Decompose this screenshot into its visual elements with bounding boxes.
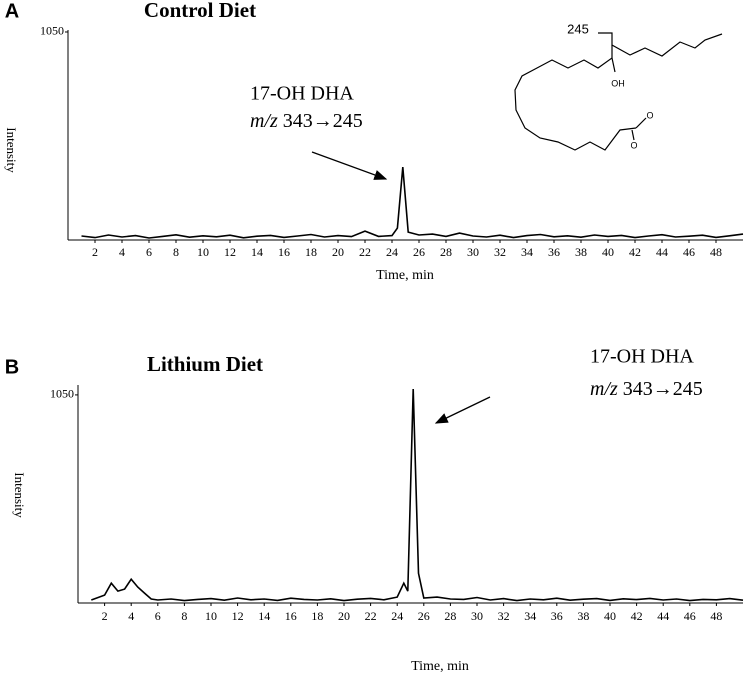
x-tick-label: 24 [391,609,403,623]
x-tick-label: 22 [365,609,377,623]
x-tick-label: 24 [386,245,398,259]
annotation-value: 343→245 [623,378,703,400]
annotation-mz: m/z [250,110,278,132]
y-tick-label: 1050 [40,24,64,38]
x-tick-label: 16 [278,245,290,259]
x-tick-label: 14 [251,245,263,259]
annotation-arrow [434,396,491,424]
x-tick-label: 32 [498,609,510,623]
x-tick-label: 38 [577,609,589,623]
y-axis-label: Intensity [12,472,27,518]
x-tick-label: 28 [440,245,452,259]
panel-label: A [5,0,19,22]
structure-label: OH [611,78,625,88]
x-tick-label: 48 [710,245,722,259]
structure-label: O [646,110,653,120]
structure-label: O [630,140,637,150]
x-axis-label: Time, min [411,659,469,674]
chromatogram-trace [91,388,744,602]
x-tick-label: 14 [258,609,270,623]
x-tick-label: 34 [524,609,536,623]
annotation-label: 17-OH DHA [250,83,354,105]
x-tick-label: 48 [710,609,722,623]
x-tick-label: 16 [285,609,297,623]
annotation-arrow [311,151,388,180]
x-tick-label: 42 [629,245,641,259]
x-tick-label: 12 [232,609,244,623]
x-tick-label: 8 [181,609,187,623]
x-tick-label: 36 [551,609,563,623]
x-tick-label: 6 [155,609,161,623]
x-axis-label: Time, min [376,268,434,283]
x-tick-label: 32 [494,245,506,259]
x-tick-label: 40 [604,609,616,623]
x-tick-label: 36 [548,245,560,259]
x-tick-label: 8 [173,245,179,259]
x-tick-label: 10 [197,245,209,259]
x-tick-label: 30 [467,245,479,259]
x-tick-label: 42 [631,609,643,623]
x-tick-label: 46 [683,245,695,259]
x-tick-label: 44 [657,609,669,623]
x-tick-label: 46 [684,609,696,623]
x-tick-label: 40 [602,245,614,259]
y-axis-label: Intensity [4,127,19,173]
x-tick-label: 38 [575,245,587,259]
x-tick-label: 4 [128,609,134,623]
annotation-transition: m/z 343→245 [590,378,703,400]
chromatogram-trace [81,167,744,239]
structure-label: 245 [567,21,589,36]
x-tick-label: 12 [224,245,236,259]
structure [514,32,723,151]
annotation-mz: m/z [590,378,618,400]
x-tick-label: 2 [92,245,98,259]
x-tick-label: 18 [311,609,323,623]
x-tick-label: 30 [471,609,483,623]
x-tick-label: 20 [332,245,344,259]
x-tick-label: 26 [418,609,430,623]
panel-label: B [5,356,19,378]
x-tick-label: 26 [413,245,425,259]
x-tick-label: 4 [119,245,125,259]
x-tick-label: 28 [444,609,456,623]
panel-title: Control Diet [144,0,256,22]
x-tick-label: 34 [521,245,533,259]
annotation-transition: m/z 343→245 [250,110,363,132]
y-tick-label: 1050 [50,387,74,401]
x-tick-label: 22 [359,245,371,259]
x-tick-label: 44 [656,245,668,259]
x-tick-label: 18 [305,245,317,259]
x-tick-label: 20 [338,609,350,623]
annotation-label: 17-OH DHA [590,346,694,368]
x-tick-label: 10 [205,609,217,623]
x-tick-label: 2 [102,609,108,623]
x-tick-label: 6 [146,245,152,259]
panel-title: Lithium Diet [147,352,263,376]
annotation-value: 343→245 [283,110,363,132]
